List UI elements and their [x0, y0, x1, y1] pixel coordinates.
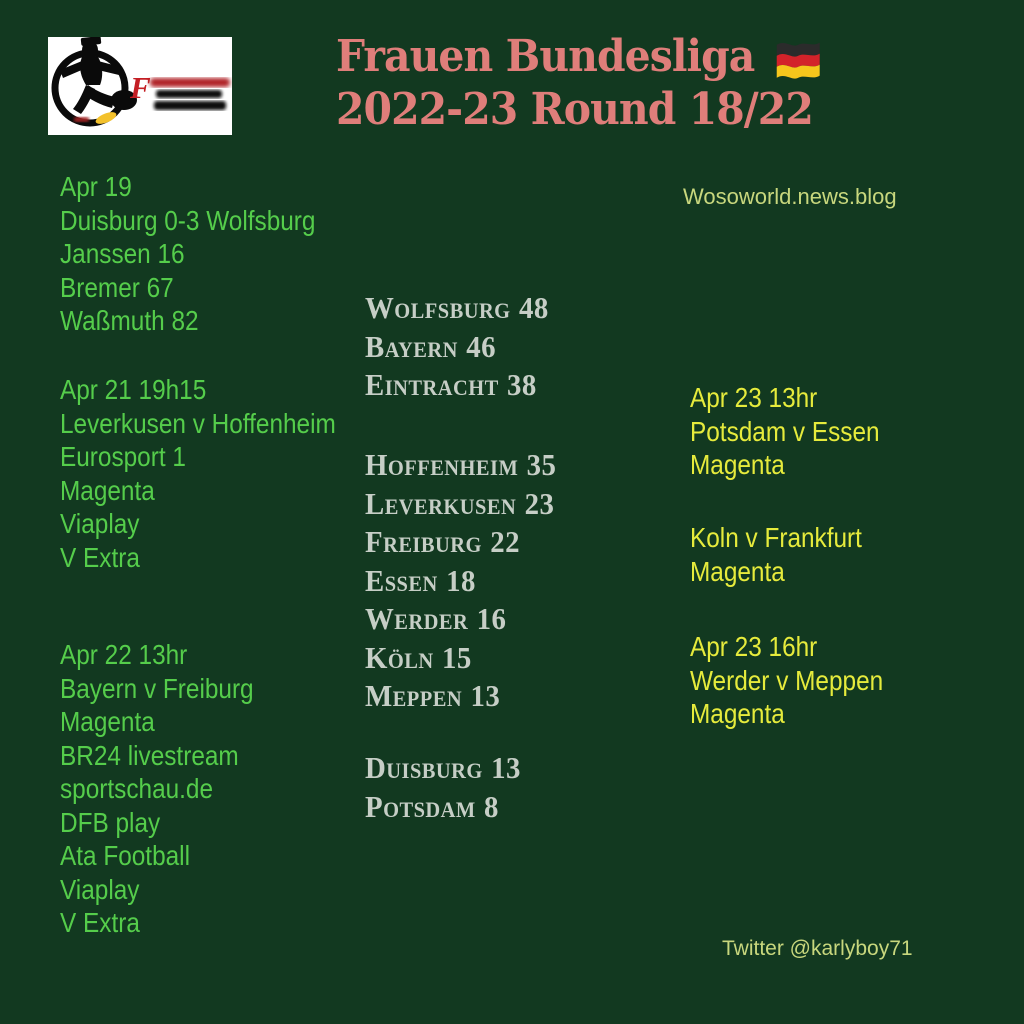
fixture-line: Viaplay [60, 508, 140, 539]
title-line1: Frauen Bundesliga [336, 31, 755, 82]
team-points: 15 [442, 639, 472, 675]
team-name: Freiburg [365, 524, 482, 559]
team-name: Bayern [365, 328, 458, 364]
fixture-line: Magenta [690, 449, 785, 480]
page-title: Frauen Bundesliga 2022-23 Round 18/22 [336, 30, 829, 136]
team-name: Duisburg [365, 750, 483, 785]
team-points: 13 [470, 678, 501, 713]
standings-row: Leverkusen 23 [365, 485, 556, 524]
fixtures-apr23-13hr-block: Apr 23 13hr Potsdam v Essen Magenta [690, 381, 880, 482]
fixture-line: Magenta [690, 555, 785, 587]
team-points: 13 [491, 750, 521, 785]
fixture-line: Apr 22 13hr [60, 639, 188, 670]
team-points: 38 [507, 367, 537, 402]
germany-flag-icon [776, 42, 820, 79]
standings-mid-group: Hoffenheim 35 Leverkusen 23 Freiburg 22 Essen 1… [365, 446, 556, 716]
standings-row: Werder 16 [365, 600, 556, 639]
standings-row: Potsdam 8 [365, 788, 521, 827]
fixture-line: Janssen 16 [60, 238, 185, 269]
fixture-line: sportschau.de [60, 773, 214, 804]
standings-row: Wolfsburg 48 [365, 289, 549, 328]
fixture-line: Bremer 67 [60, 271, 174, 303]
fixtures-apr21-block: Apr 21 19h15 Leverkusen v Hoffenheim Euros… [60, 373, 336, 574]
team-points: 18 [446, 562, 476, 598]
team-name: Hoffenheim [365, 447, 519, 482]
standings-row: Hoffenheim 35 [365, 446, 556, 485]
fixture-line: Waßmuth 82 [60, 305, 199, 336]
fixture-line: Apr 21 19h15 [60, 374, 207, 405]
standings-row: Bayern 46 [365, 328, 549, 367]
team-name: Wolfsburg [365, 290, 511, 325]
fixtures-apr19-block: Apr 19 Duisburg 0-3 Wolfsburg Janssen 16 Br… [60, 170, 315, 338]
fixture-line: V Extra [60, 541, 140, 573]
fixtures-koln-frankfurt-block: Koln v Frankfurt Magenta [690, 521, 862, 588]
fixture-line: V Extra [60, 907, 140, 938]
blog-watermark: Wosoworld.news.blog [683, 184, 897, 209]
fixture-line: Viaplay [60, 873, 140, 905]
team-name: Werder [365, 601, 469, 636]
fixture-line: Apr 19 [60, 171, 132, 202]
team-name: Potsdam [365, 788, 476, 824]
fixture-line: Koln v Frankfurt [690, 522, 862, 553]
team-points: 16 [476, 601, 507, 636]
team-name: Meppen [365, 678, 463, 713]
fixture-line: Werder v Meppen [690, 664, 884, 696]
fixtures-apr22-block: Apr 22 13hr Bayern v Freiburg Magenta BR24 … [60, 638, 254, 940]
fixture-line: Magenta [690, 698, 785, 729]
standings-top-group: Wolfsburg 48 Bayern 46 Eintracht 38 [365, 289, 549, 405]
fixture-line: Magenta [60, 474, 155, 506]
fixture-line: BR24 livestream [60, 739, 239, 771]
fixture-line: Potsdam v Essen [690, 415, 880, 447]
team-points: 23 [524, 485, 555, 521]
fixture-line: Bayern v Freiburg [60, 672, 254, 704]
fixture-line: Duisburg 0-3 Wolfsburg [60, 204, 316, 236]
soccer-player-logo-icon: F [48, 36, 232, 135]
standings-row: Köln 15 [365, 639, 556, 678]
team-name: Essen [365, 562, 438, 598]
standings-bottom-group: Duisburg 13 Potsdam 8 [365, 749, 521, 826]
fixture-line: Ata Football [60, 840, 190, 871]
standings-row: Essen 18 [365, 562, 556, 601]
fixture-line: Apr 23 16hr [690, 631, 818, 662]
fixtures-apr23-16hr-block: Apr 23 16hr Werder v Meppen Magenta [690, 630, 883, 731]
twitter-handle: Twitter @karlyboy71 [722, 937, 913, 960]
standings-row: Meppen 13 [365, 677, 556, 716]
team-points: 48 [518, 290, 549, 325]
fixture-line: Magenta [60, 706, 155, 737]
team-points: 22 [490, 524, 520, 559]
team-name: Köln [365, 639, 434, 675]
team-name: Leverkusen [365, 485, 517, 521]
standings-row: Duisburg 13 [365, 749, 521, 788]
team-points: 35 [526, 447, 557, 482]
standings-row: Freiburg 22 [365, 523, 556, 562]
team-points: 46 [466, 328, 497, 364]
fixture-line: DFB play [60, 806, 161, 838]
logo-letter: F [129, 70, 151, 105]
standings-row: Eintracht 38 [365, 366, 549, 405]
fixture-line: Apr 23 13hr [690, 382, 818, 413]
team-points: 8 [484, 788, 499, 824]
fixture-line: Eurosport 1 [60, 441, 186, 472]
team-name: Eintracht [365, 367, 499, 402]
title-line2: 2022-23 Round 18/22 [336, 84, 814, 135]
fixture-line: Leverkusen v Hoffenheim [60, 407, 336, 439]
club-logo: F [48, 36, 232, 135]
